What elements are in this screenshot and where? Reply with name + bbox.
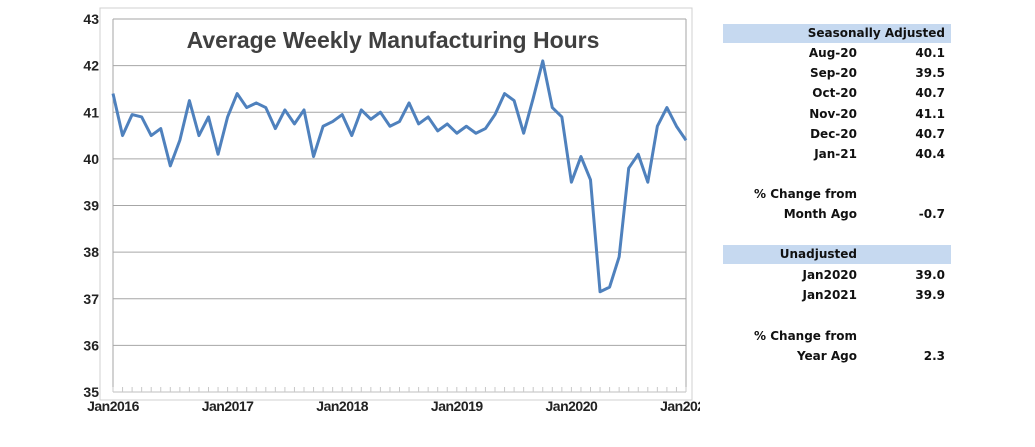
unadjusted-header-band: Unadjusted <box>723 245 951 264</box>
x-tick-label: Jan2018 <box>316 398 368 414</box>
y-tick-label: 35 <box>83 384 99 400</box>
chart-title: Average Weekly Manufacturing Hours <box>187 27 600 53</box>
row-label: Sep-20 <box>809 66 857 81</box>
row-value: 39.5 <box>915 66 945 81</box>
year-change-value: 2.3 <box>923 349 945 363</box>
row-value: 40.4 <box>915 147 945 161</box>
row-value: 40.7 <box>915 86 945 101</box>
month-change-label: % Change from <box>754 187 857 201</box>
x-tick-label: Jan2021 <box>660 398 700 414</box>
table-row: Aug-20 40.1 <box>723 44 951 62</box>
row-label: Jan2021 <box>802 288 857 303</box>
row-value: 41.1 <box>915 106 945 121</box>
y-tick-label: 41 <box>83 104 99 120</box>
y-tick-label: 39 <box>83 198 99 214</box>
y-tick-label: 43 <box>83 11 99 27</box>
year-change-label: % Change from <box>754 329 857 343</box>
row-label: Nov-20 <box>809 106 857 121</box>
x-tick-label: Jan2017 <box>202 398 254 414</box>
year-change-label-row: % Change from <box>723 327 951 345</box>
table-row: Dec-20 40.7 <box>723 125 951 143</box>
y-tick-label: 40 <box>83 151 99 167</box>
seasonal-header: Seasonally Adjusted <box>807 26 945 40</box>
line-chart: 35 36 37 38 39 40 41 42 43 Jan2016 Jan2017 Jan2018… <box>83 7 700 414</box>
row-label: Jan2020 <box>802 268 857 282</box>
month-change-row: Month Ago -0.7 <box>723 205 951 223</box>
y-tick-label: 38 <box>83 244 99 260</box>
table-row: Nov-20 41.1 <box>723 105 951 123</box>
year-ago-label: Year Ago <box>796 349 857 363</box>
x-tick-label: Jan2019 <box>431 398 483 414</box>
row-value: 39.0 <box>915 268 945 282</box>
y-tick-label: 37 <box>83 291 99 307</box>
row-label: Jan-21 <box>814 147 857 161</box>
month-change-label-row: % Change from <box>723 185 951 203</box>
table-row: Jan2020 39.0 <box>723 266 951 284</box>
row-value: 40.7 <box>915 126 945 141</box>
unadjusted-header: Unadjusted <box>779 247 857 261</box>
table-row: Sep-20 39.5 <box>723 64 951 82</box>
y-tick-label: 36 <box>83 337 99 353</box>
year-change-row: Year Ago 2.3 <box>723 347 951 365</box>
month-ago-label: Month Ago <box>783 207 857 221</box>
x-tick-label: Jan2016 <box>87 398 139 414</box>
x-tick-label: Jan2020 <box>546 398 598 414</box>
seasonal-header-band: Seasonally Adjusted <box>723 24 951 43</box>
table-row: Jan2021 39.9 <box>723 286 951 304</box>
chart-area <box>99 7 693 401</box>
row-value: 40.1 <box>915 46 945 60</box>
row-label: Oct-20 <box>812 86 857 101</box>
row-label: Dec-20 <box>810 126 857 141</box>
table-row: Oct-20 40.7 <box>723 84 951 102</box>
row-label: Aug-20 <box>808 46 857 60</box>
table-row: Jan-21 40.4 <box>723 145 951 163</box>
y-tick-label: 42 <box>83 58 99 74</box>
month-change-value: -0.7 <box>918 207 945 221</box>
row-value: 39.9 <box>915 288 945 303</box>
